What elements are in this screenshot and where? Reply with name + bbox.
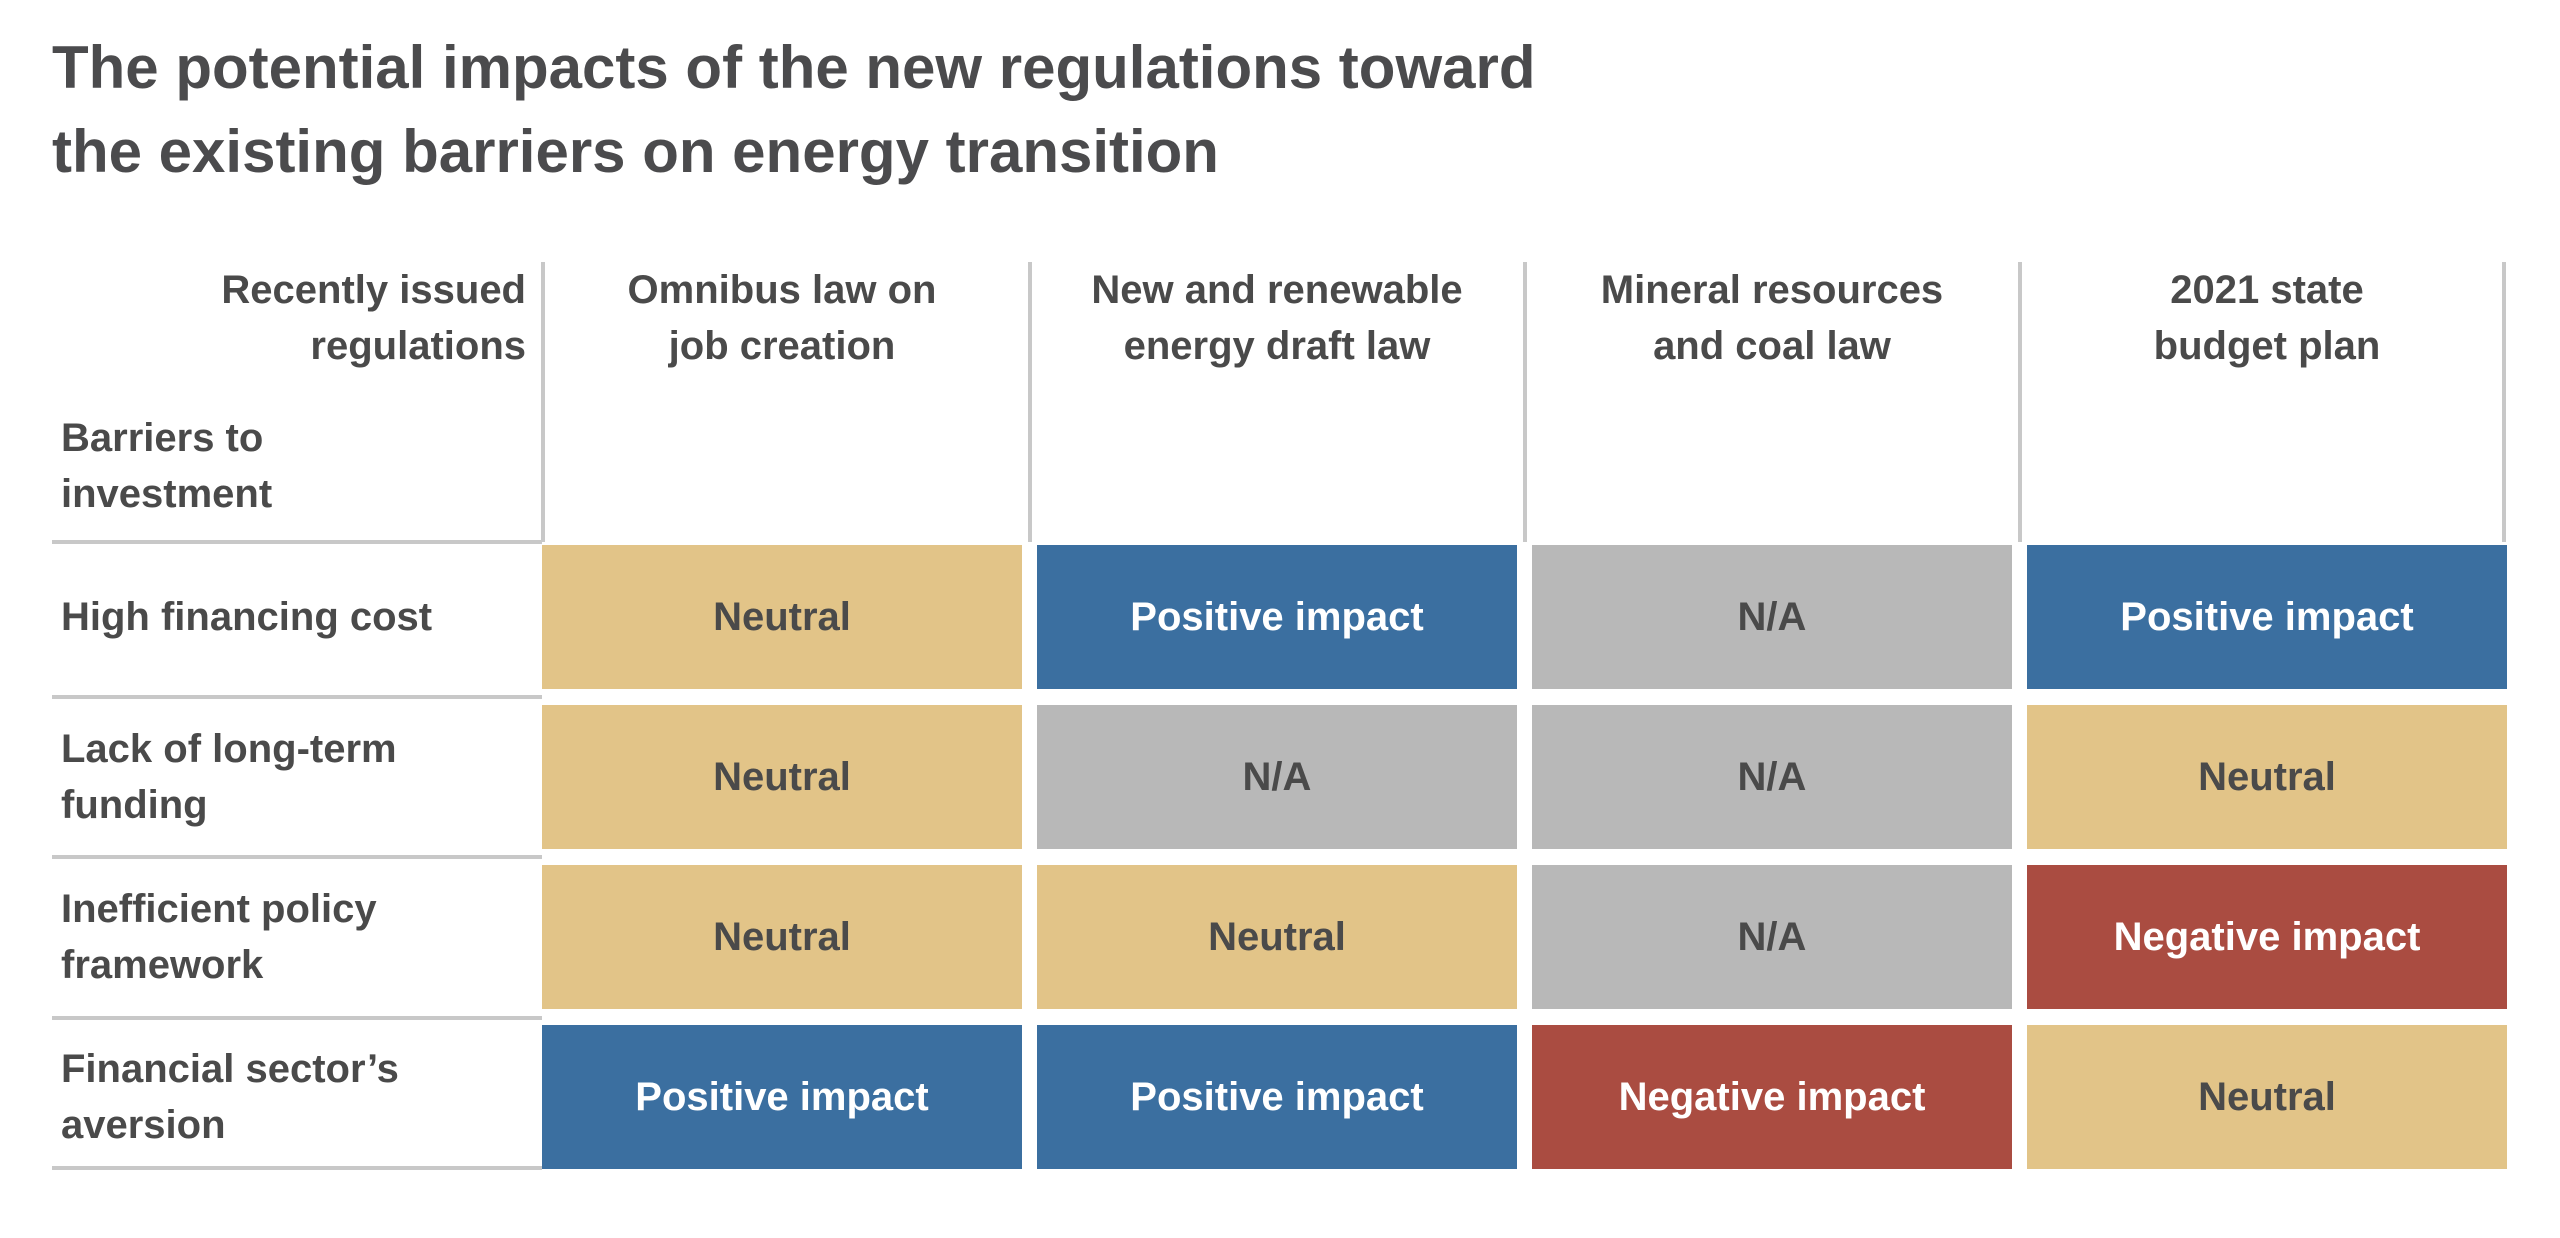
row-label-line: Financial sector’s: [61, 1047, 399, 1091]
chart-title: The potential impacts of the new regulat…: [52, 26, 1752, 194]
column-header-line: Omnibus law on: [627, 268, 937, 312]
column-header-line: New and renewable: [1091, 268, 1463, 312]
row-label-text: Inefficient policy framework: [61, 881, 377, 993]
column-header-new-and-renewable-energy-draft-law: New and renewable energy draft law: [1042, 262, 1512, 374]
row-divider: [52, 540, 542, 544]
row-divider: [52, 1016, 542, 1020]
row-label-line: Inefficient policy: [61, 887, 377, 931]
impact-cell-label: Neutral: [713, 754, 851, 799]
impact-cell: Neutral: [2027, 705, 2507, 849]
row-label-line: aversion: [61, 1103, 226, 1147]
row-label-text: High financing cost: [61, 589, 432, 645]
impact-cell-label: Neutral: [2198, 754, 2336, 799]
row-label-text: Financial sector’s aversion: [61, 1041, 399, 1153]
impact-cell-label: N/A: [1737, 754, 1807, 799]
impact-cell-label: Positive impact: [1130, 594, 1424, 639]
column-divider: [1028, 262, 1032, 542]
impact-cell: Positive impact: [1037, 545, 1517, 689]
row-divider: [52, 695, 542, 699]
impact-cell-label: Neutral: [713, 914, 851, 959]
column-axis-label-line-1: Recently issued: [221, 268, 526, 312]
impact-cell: Neutral: [542, 865, 1022, 1009]
impact-cell: Positive impact: [542, 1025, 1022, 1169]
impact-cell-label: Negative impact: [2113, 914, 2421, 959]
impact-cell-label: Neutral: [713, 594, 851, 639]
column-divider: [1523, 262, 1527, 542]
impact-cell: Negative impact: [2027, 865, 2507, 1009]
column-header-line: budget plan: [2153, 324, 2381, 368]
column-header-mineral-resources-and-coal-law: Mineral resources and coal law: [1537, 262, 2007, 374]
impact-cell-label: N/A: [1242, 754, 1312, 799]
column-header-line: job creation: [668, 324, 896, 368]
column-divider: [2502, 262, 2506, 542]
row-axis-label-line-1: Barriers to: [61, 416, 264, 460]
row-label-lack-of-long-term-funding: Lack of long-term funding: [61, 705, 531, 849]
column-axis-label-line-2: regulations: [310, 324, 526, 368]
impact-cell-label: Negative impact: [1618, 1074, 1926, 1119]
impact-cell: Neutral: [542, 705, 1022, 849]
impact-cell-label: Neutral: [1208, 914, 1346, 959]
impact-cell-label: N/A: [1737, 914, 1807, 959]
impact-cell: N/A: [1037, 705, 1517, 849]
impact-cell-label: Positive impact: [1130, 1074, 1424, 1119]
column-header-line: energy draft law: [1123, 324, 1431, 368]
impact-cell-label: N/A: [1737, 594, 1807, 639]
row-label-high-financing-cost: High financing cost: [61, 545, 531, 689]
impact-cell: Positive impact: [1037, 1025, 1517, 1169]
column-header-line: Mineral resources: [1600, 268, 1944, 312]
row-divider: [52, 855, 542, 859]
row-label-inefficient-policy-framework: Inefficient policy framework: [61, 865, 531, 1009]
column-divider: [2018, 262, 2022, 542]
column-divider: [541, 262, 545, 542]
impact-cell: Neutral: [2027, 1025, 2507, 1169]
row-axis-label-line-2: investment: [61, 472, 273, 516]
column-header-omnibus-law-on-job-creation: Omnibus law on job creation: [547, 262, 1017, 374]
chart-title-line-2: the existing barriers on energy transiti…: [52, 118, 1219, 185]
row-axis-label: Barriers to investment: [61, 410, 461, 522]
impact-cell: Negative impact: [1532, 1025, 2012, 1169]
impact-cell-label: Positive impact: [2120, 594, 2414, 639]
row-label-line: framework: [61, 943, 264, 987]
impact-cell: Neutral: [1037, 865, 1517, 1009]
row-label-line: funding: [61, 783, 208, 827]
row-divider: [52, 1166, 542, 1170]
column-header-line: and coal law: [1653, 324, 1891, 368]
impact-cell: Neutral: [542, 545, 1022, 689]
impact-cell: N/A: [1532, 865, 2012, 1009]
impact-cell-label: Positive impact: [635, 1074, 929, 1119]
impact-cell: Positive impact: [2027, 545, 2507, 689]
impact-cell: N/A: [1532, 545, 2012, 689]
impact-cell: N/A: [1532, 705, 2012, 849]
row-label-line: Lack of long-term: [61, 727, 397, 771]
column-header-line: 2021 state: [2170, 268, 2364, 312]
row-label-text: Lack of long-term funding: [61, 721, 397, 833]
impact-cell-label: Neutral: [2198, 1074, 2336, 1119]
row-label-line: High financing cost: [61, 595, 433, 639]
column-axis-label: Recently issued regulations: [60, 262, 526, 374]
column-header-2021-state-budget-plan: 2021 state budget plan: [2032, 262, 2502, 374]
row-label-financial-sector-s-aversion: Financial sector’s aversion: [61, 1025, 531, 1169]
chart-title-line-1: The potential impacts of the new regulat…: [52, 34, 1536, 101]
